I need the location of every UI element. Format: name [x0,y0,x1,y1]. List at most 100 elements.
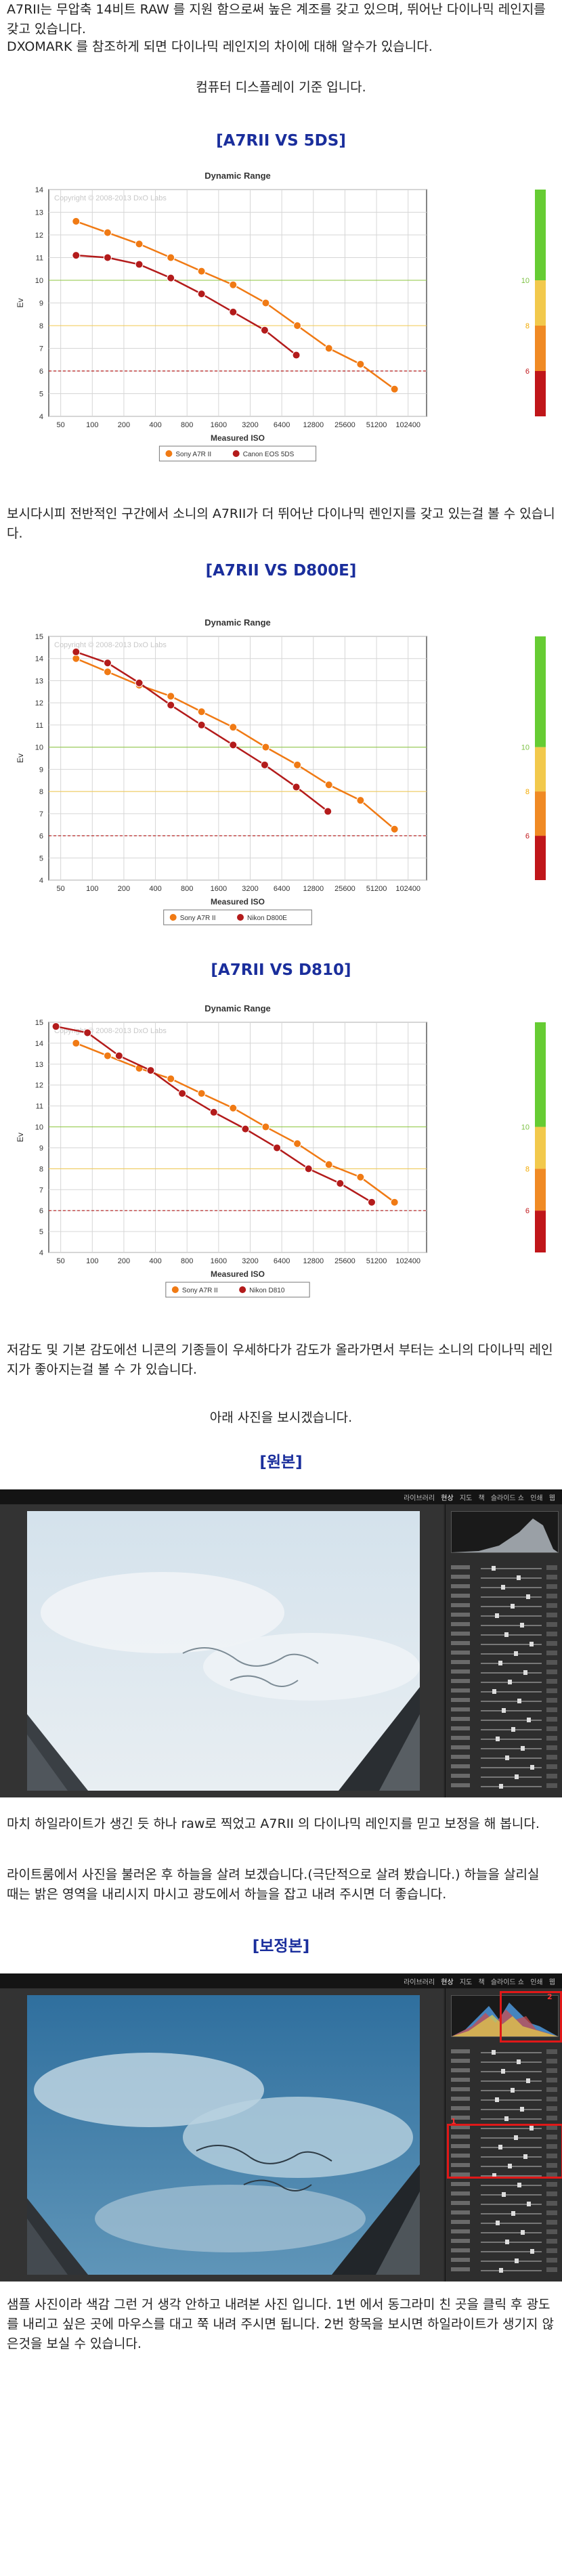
slider-track[interactable] [481,1748,542,1749]
slider-knob[interactable] [499,1784,503,1789]
slider-knob[interactable] [492,1689,496,1694]
slider-track[interactable] [481,1691,542,1693]
slider-knob[interactable] [492,1566,496,1571]
slider-knob[interactable] [501,1585,505,1590]
slider-track[interactable] [481,1663,542,1664]
slider-knob[interactable] [523,1670,527,1675]
slider-row[interactable] [451,2059,557,2066]
slider-knob[interactable] [530,1765,534,1770]
slider-track[interactable] [481,2223,542,2224]
slider-track[interactable] [481,2099,542,2101]
slider-knob[interactable] [521,1746,525,1751]
slider-row[interactable] [451,1613,557,1619]
slider-knob[interactable] [511,1604,515,1609]
slider-row[interactable] [451,1726,557,1733]
slider-row[interactable] [451,1594,557,1600]
slider-row[interactable] [451,1622,557,1629]
slider-row[interactable] [451,1755,557,1762]
slider-track[interactable] [481,2128,542,2129]
slider-track[interactable] [481,1767,542,1768]
module-book[interactable]: 책 [478,1495,485,1502]
slider-track[interactable] [481,2261,542,2262]
slider-track[interactable] [481,2052,542,2053]
slider-track[interactable] [481,1568,542,1569]
slider-row[interactable] [451,2191,557,2198]
slider-track[interactable] [481,1710,542,1711]
slider-row[interactable] [451,2097,557,2103]
slider-track[interactable] [481,1634,542,1636]
slider-knob[interactable] [527,2202,531,2206]
slider-knob[interactable] [492,2050,496,2055]
slider-knob[interactable] [511,2088,515,2093]
slider-knob[interactable] [505,1755,509,1760]
slider-knob[interactable] [517,2059,521,2064]
slider-track[interactable] [481,2251,542,2252]
slider-knob[interactable] [517,1575,521,1580]
slider-track[interactable] [481,1739,542,1740]
slider-track[interactable] [481,2147,542,2148]
slider-knob[interactable] [505,2240,509,2244]
slider-knob[interactable] [530,2249,534,2254]
slider-knob[interactable] [495,2097,499,2102]
slider-row[interactable] [451,2087,557,2094]
slider-knob[interactable] [501,2069,505,2074]
slider-knob[interactable] [498,2145,502,2149]
slider-track[interactable] [481,1625,542,1626]
slider-track[interactable] [481,1587,542,1588]
slider-row[interactable] [451,2116,557,2122]
slider-track[interactable] [481,2175,542,2177]
slider-track[interactable] [481,2270,542,2271]
slider-row[interactable] [451,2144,557,2151]
slider-knob[interactable] [517,2183,521,2187]
module-library[interactable]: 라이브러리 [404,1979,435,1986]
slider-row[interactable] [451,1698,557,1705]
module-book[interactable]: 책 [478,1979,485,1986]
slider-row[interactable] [451,2248,557,2255]
slider-row[interactable] [451,1651,557,1657]
module-slideshow[interactable]: 슬라이드 쇼 [490,1979,525,1986]
slider-row[interactable] [451,2068,557,2075]
slider-row[interactable] [451,1783,557,1790]
sky-photo-original[interactable] [27,1511,420,1791]
slider-row[interactable] [451,1660,557,1667]
slider-track[interactable] [481,2185,542,2186]
slider-row[interactable] [451,1745,557,1752]
slider-track[interactable] [481,1701,542,1702]
slider-row[interactable] [451,2210,557,2217]
slider-row[interactable] [451,1565,557,1572]
slider-row[interactable] [451,2229,557,2236]
slider-knob[interactable] [508,2164,512,2168]
slider-knob[interactable] [526,2078,530,2083]
slider-row[interactable] [451,2182,557,2189]
slider-track[interactable] [481,1615,542,1617]
slider-row[interactable] [451,1736,557,1743]
slider-row[interactable] [451,2135,557,2141]
slider-track[interactable] [481,2194,542,2196]
slider-row[interactable] [451,1641,557,1648]
slider-track[interactable] [481,1786,542,1787]
module-web[interactable]: 웹 [548,1979,555,1986]
slider-track[interactable] [481,2242,542,2243]
module-library[interactable]: 라이브러리 [404,1495,435,1502]
slider-track[interactable] [481,1596,542,1598]
slider-row[interactable] [451,1764,557,1771]
slider-row[interactable] [451,2173,557,2179]
slider-knob[interactable] [511,1727,515,1732]
slider-row[interactable] [451,2163,557,2170]
slider-knob[interactable] [520,1623,524,1628]
slider-track[interactable] [481,2071,542,2072]
slider-knob[interactable] [520,2107,524,2112]
module-web[interactable]: 웹 [548,1495,555,1502]
slider-track[interactable] [481,1672,542,1674]
slider-knob[interactable] [529,1642,534,1646]
slider-row[interactable] [451,1707,557,1714]
slider-row[interactable] [451,1632,557,1638]
slider-track[interactable] [481,1653,542,1655]
slider-knob[interactable] [502,1708,506,1713]
module-print[interactable]: 인쇄 [530,1979,543,1986]
slider-knob[interactable] [496,2221,500,2225]
slider-row[interactable] [451,1679,557,1686]
slider-track[interactable] [481,2204,542,2205]
slider-row[interactable] [451,2201,557,2208]
slider-knob[interactable] [526,1594,530,1599]
